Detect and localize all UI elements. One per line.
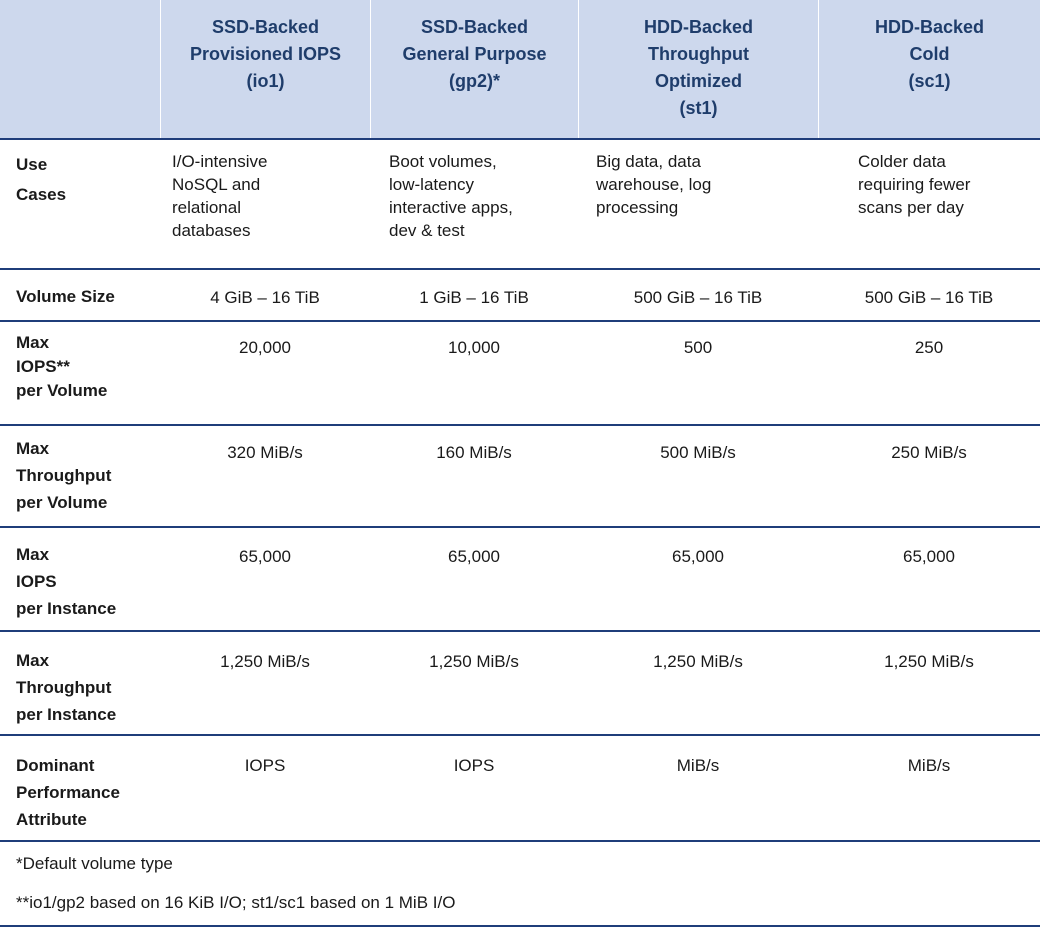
table-row: Use Cases I/O-intensive NoSQL and relati…: [0, 140, 1040, 268]
column-header-st1: HDD-Backed Throughput Optimized (st1): [578, 0, 818, 138]
column-header-sc1-text: HDD-Backed Cold (sc1): [874, 17, 985, 91]
row-divider: [0, 424, 1040, 426]
table-row: Max Throughput per Instance 1,250 MiB/s …: [0, 632, 1040, 734]
table-cell: 500 MiB/s: [660, 443, 736, 462]
table-cell: 10,000: [448, 338, 500, 357]
table-cell: MiB/s: [907, 756, 951, 775]
table-cell: 65,000: [672, 547, 724, 566]
table-cell: 1 GiB – 16 TiB: [419, 288, 529, 307]
row-divider: [0, 320, 1040, 322]
table-cell: IOPS: [453, 756, 495, 775]
table-cell: 1,250 MiB/s: [653, 652, 743, 671]
table-cell: 65,000: [239, 547, 291, 566]
column-header-gp2: SSD-Backed General Purpose (gp2)*: [370, 0, 578, 138]
header-divider: [0, 138, 1040, 140]
table-row: Max IOPS** per Volume 20,000 10,000 500 …: [0, 322, 1040, 424]
row-label: Max Throughput per Instance: [16, 651, 117, 724]
table-row: Max Throughput per Volume 320 MiB/s 160 …: [0, 426, 1040, 526]
column-header-sc1: HDD-Backed Cold (sc1): [818, 0, 1040, 138]
column-header-io1-text: SSD-Backed Provisioned IOPS (io1): [189, 17, 342, 91]
footnote-default-volume: *Default volume type: [16, 854, 173, 873]
footnote-io-size: **io1/gp2 based on 16 KiB I/O; st1/sc1 b…: [16, 893, 456, 912]
column-header-gp2-text: SSD-Backed General Purpose (gp2)*: [402, 17, 547, 91]
column-header-io1: SSD-Backed Provisioned IOPS (io1): [160, 0, 370, 138]
table-cell: 320 MiB/s: [227, 443, 303, 462]
table-cell: I/O-intensive NoSQL and relational datab…: [172, 152, 268, 240]
row-label: Max IOPS** per Volume: [16, 333, 108, 400]
table-cell: 160 MiB/s: [436, 443, 512, 462]
table-cell: 1,250 MiB/s: [884, 652, 974, 671]
table-cell: Colder data requiring fewer scans per da…: [858, 152, 971, 217]
row-label: Dominant Performance Attribute: [16, 756, 120, 829]
table-cell: 500 GiB – 16 TiB: [633, 288, 763, 307]
table-cell: 4 GiB – 16 TiB: [210, 288, 320, 307]
row-label: Use Cases: [16, 155, 67, 204]
table-cell: 500: [683, 338, 713, 357]
table-cell: 65,000: [448, 547, 500, 566]
table-row: Max IOPS per Instance 65,000 65,000 65,0…: [0, 528, 1040, 630]
table-header-row: SSD-Backed Provisioned IOPS (io1) SSD-Ba…: [0, 0, 1040, 138]
row-label: Max Throughput per Volume: [16, 439, 112, 512]
table-cell: IOPS: [244, 756, 286, 775]
row-divider: [0, 734, 1040, 736]
table-cell: 250: [914, 338, 944, 357]
table-cell: 250 MiB/s: [891, 443, 967, 462]
table-row: Dominant Performance Attribute IOPS IOPS…: [0, 736, 1040, 840]
table-cell: Boot volumes, low-latency interactive ap…: [389, 152, 513, 240]
table-cell: 500 GiB – 16 TiB: [864, 288, 994, 307]
table-cell: 65,000: [903, 547, 955, 566]
row-label: Max IOPS per Instance: [16, 545, 117, 618]
row-label: Volume Size: [16, 287, 115, 306]
row-divider: [0, 630, 1040, 632]
row-divider: [0, 268, 1040, 270]
table-row: Volume Size 4 GiB – 16 TiB 1 GiB – 16 Ti…: [0, 270, 1040, 320]
table-cell: 20,000: [239, 338, 291, 357]
table-cell: MiB/s: [676, 756, 720, 775]
row-divider: [0, 526, 1040, 528]
table-cell: 1,250 MiB/s: [429, 652, 519, 671]
column-header-st1-text: HDD-Backed Throughput Optimized (st1): [643, 17, 754, 118]
table-cell: 1,250 MiB/s: [220, 652, 310, 671]
table-bottom-rule: [0, 925, 1040, 927]
table-cell: Big data, data warehouse, log processing: [596, 152, 712, 217]
row-divider: [0, 840, 1040, 842]
